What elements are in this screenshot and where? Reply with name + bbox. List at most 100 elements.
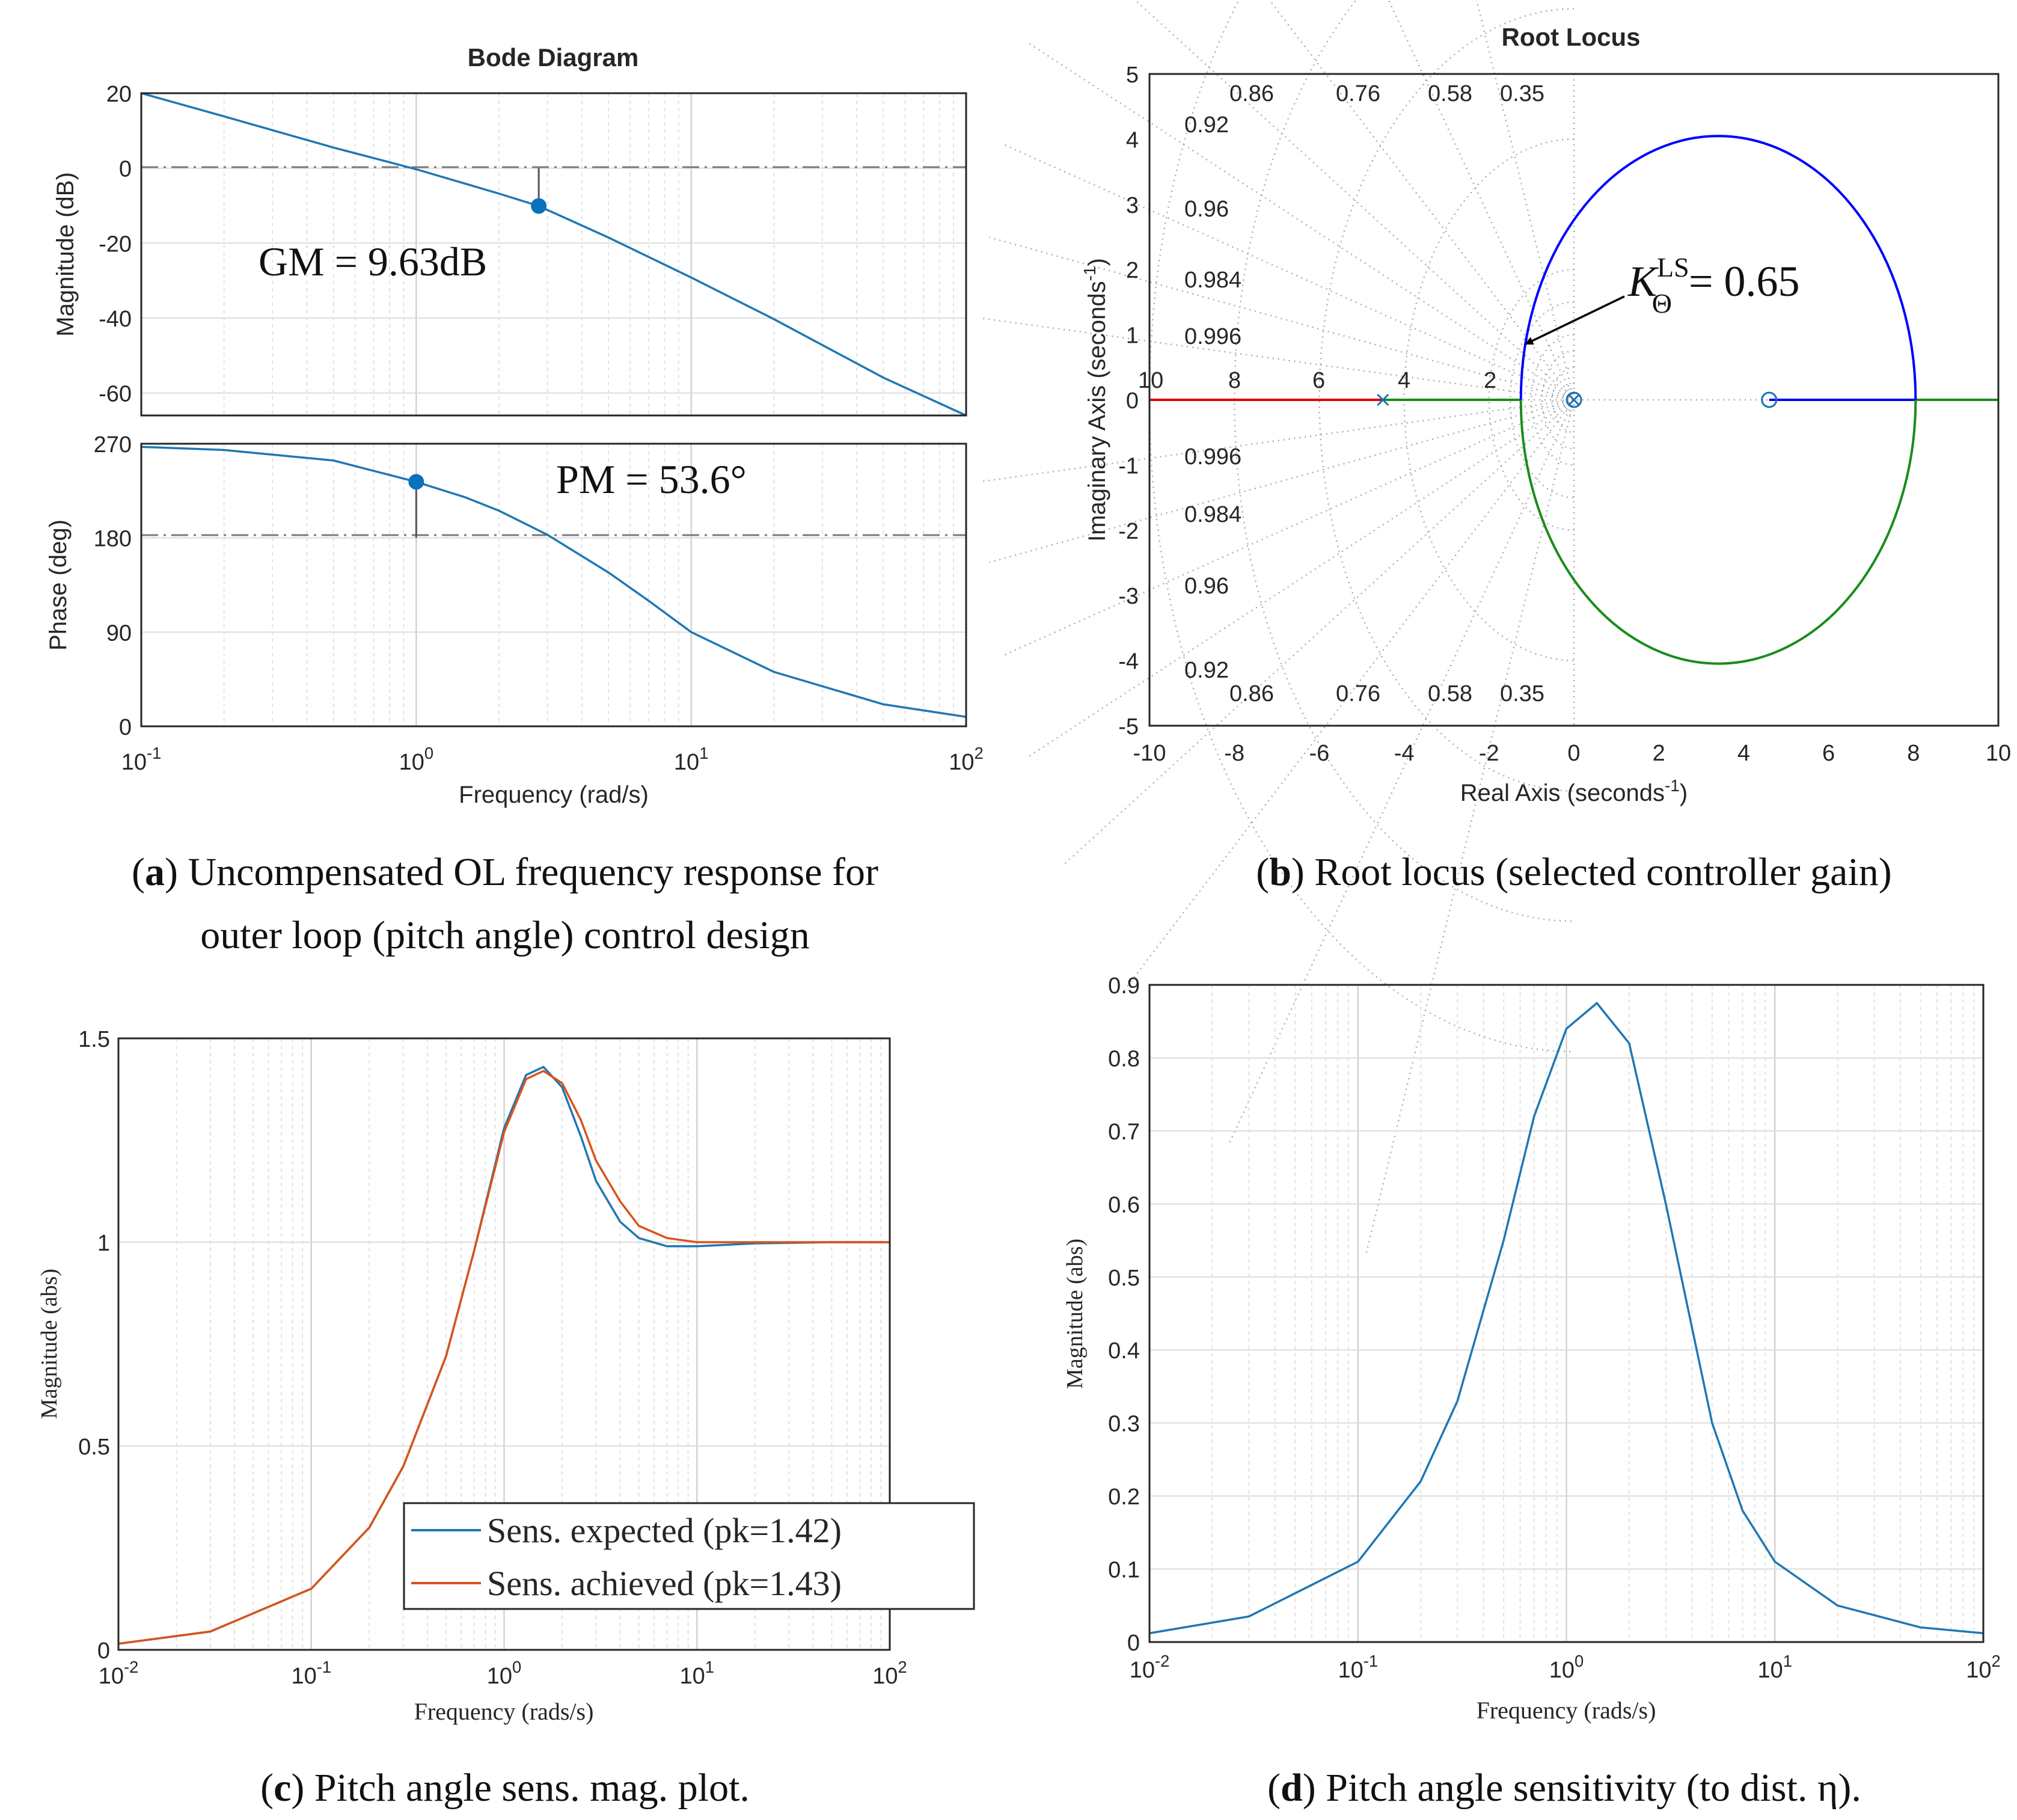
xtick-label: 101 bbox=[1758, 1652, 1793, 1683]
b-damping-label-bottom: 0.86 bbox=[1229, 681, 1274, 706]
b-damping-label: 0.96 bbox=[1184, 197, 1229, 222]
a-xtick-labels: 10-1 100 101 102 bbox=[121, 744, 984, 775]
b-ytick: 4 bbox=[1126, 127, 1139, 153]
b-xtick-labels: -10 -8 -6 -4 -2 0 2 4 6 8 10 bbox=[1133, 741, 2012, 766]
caption-a-letter: a bbox=[145, 850, 165, 894]
b-gain-arrow bbox=[1525, 295, 1625, 345]
panel-a-bode: Bode Diagram 20 0 -20 -40 -60 Magnitude (dB)… bbox=[45, 43, 984, 957]
caption-b: (b) Root locus (selected controller gain… bbox=[1256, 850, 1892, 894]
b-gain-annotation: KLS Θ = 0.65 bbox=[1627, 252, 1800, 319]
b-damping-label-bottom: 0.35 bbox=[1500, 681, 1544, 706]
xtick-label: 100 bbox=[487, 1658, 522, 1689]
b-ylabel: Imaginary Axis (seconds-1) bbox=[1080, 258, 1110, 542]
b-xtick: 10 bbox=[1986, 741, 2011, 766]
d-ytick: 0.7 bbox=[1108, 1120, 1140, 1145]
a-ph-grid bbox=[141, 443, 966, 727]
a-mag-ytick: -40 bbox=[99, 307, 132, 332]
b-ytick: 1 bbox=[1126, 323, 1139, 349]
xtick-label: 10-2 bbox=[99, 1658, 139, 1689]
b-xlabel-sup: -1 bbox=[1665, 776, 1680, 795]
a-ph-ytick: 90 bbox=[106, 620, 132, 646]
a-mag-ylabel: Magnitude (dB) bbox=[52, 172, 79, 336]
b-damping-label: 0.92 bbox=[1184, 112, 1229, 138]
caption-d-text: Pitch angle sensitivity (to dist. η). bbox=[1326, 1766, 1861, 1810]
xtick-label: 10-1 bbox=[121, 744, 162, 775]
b-damping-label: 0.984 bbox=[1184, 268, 1241, 293]
b-xlabel-text: Real Axis (seconds bbox=[1460, 780, 1665, 806]
c-ylabel: Magnitude (abs) bbox=[37, 1269, 62, 1419]
b-damping-label-bottom: 0.96 bbox=[1184, 574, 1229, 599]
b-ytick: 5 bbox=[1126, 63, 1139, 88]
d-ytick: 0.8 bbox=[1108, 1046, 1140, 1071]
xtick-label: 10-1 bbox=[291, 1658, 331, 1689]
a-ph-ytick-labels: 270 180 90 0 bbox=[94, 432, 132, 740]
b-frequency-label: 10 bbox=[1138, 368, 1163, 393]
d-ytick: 0.6 bbox=[1108, 1192, 1140, 1218]
panel-b-title: Root Locus bbox=[1502, 23, 1641, 51]
b-ylabel-end: ) bbox=[1084, 258, 1110, 266]
b-xtick: -10 bbox=[1133, 741, 1166, 766]
c-series bbox=[118, 1065, 890, 1645]
c-ytick: 1.5 bbox=[78, 1027, 110, 1052]
c-ytick: 0.5 bbox=[78, 1435, 110, 1460]
a-pm-annotation: PM = 53.6° bbox=[556, 456, 747, 502]
b-damping-ray bbox=[1475, 0, 1575, 400]
c-ytick: 1 bbox=[97, 1231, 110, 1256]
xtick-label: 100 bbox=[1549, 1652, 1584, 1683]
a-mag-ytick: 0 bbox=[119, 157, 132, 182]
c-legend-label-achieved: Sens. achieved (pk=1.43) bbox=[487, 1564, 842, 1603]
caption-c-letter: c bbox=[274, 1766, 291, 1810]
b-k-value: = 0.65 bbox=[1678, 257, 1800, 305]
caption-c-text: Pitch angle sens. mag. plot. bbox=[314, 1766, 750, 1810]
b-damping-label: 0.86 bbox=[1229, 81, 1274, 106]
b-damping-label: 0.58 bbox=[1428, 81, 1472, 106]
b-pole-zero-markers bbox=[1377, 391, 1778, 408]
panel-d-sensitivity: 0 0.1 0.2 0.3 0.4 0.5 0.6 0.7 0.8 0.9 10-2 10-1 100… bbox=[1062, 973, 2001, 1810]
b-ytick: 2 bbox=[1126, 258, 1139, 283]
caption-b-text: Root locus (selected controller gain) bbox=[1314, 850, 1891, 894]
xtick-label: 101 bbox=[674, 744, 709, 775]
a-ph-ytick: 270 bbox=[94, 432, 132, 458]
b-xtick: 4 bbox=[1737, 741, 1750, 766]
caption-c: (c) Pitch angle sens. mag. plot. bbox=[260, 1766, 750, 1810]
a-phase-curve bbox=[141, 446, 967, 719]
b-wn-arc-small bbox=[1562, 382, 1575, 417]
xtick-label: 102 bbox=[1966, 1652, 2001, 1683]
b-zero-marker bbox=[1566, 391, 1582, 408]
b-ytick: -2 bbox=[1118, 519, 1139, 544]
b-pole-marker bbox=[1377, 393, 1389, 406]
b-damping-ray bbox=[1228, 399, 1575, 1144]
d-ytick: 0.3 bbox=[1108, 1412, 1140, 1437]
b-xtick: 6 bbox=[1822, 741, 1835, 766]
b-locus-branches bbox=[1149, 135, 1998, 665]
b-damping-label-bottom: 0.984 bbox=[1184, 502, 1241, 527]
b-damping-ray bbox=[1026, 399, 1575, 758]
b-damping-ray bbox=[982, 317, 1575, 401]
caption-a-line2: outer loop (pitch angle) control design bbox=[200, 913, 810, 957]
c-legend-label-expected: Sens. expected (pk=1.42) bbox=[487, 1511, 842, 1550]
c-ytick-labels: 0 0.5 1 1.5 bbox=[78, 1027, 110, 1664]
b-xtick: 2 bbox=[1653, 741, 1665, 766]
d-frame bbox=[1148, 984, 1985, 1643]
d-ytick: 0.4 bbox=[1108, 1338, 1140, 1364]
b-damping-ray bbox=[1026, 41, 1575, 401]
b-damping-label-bottom: 0.58 bbox=[1428, 681, 1472, 706]
b-ylabel-text: Imaginary Axis (seconds bbox=[1084, 281, 1110, 542]
caption-b-letter: b bbox=[1269, 850, 1291, 894]
b-damping-ray bbox=[989, 236, 1575, 401]
a-gm-marker bbox=[531, 198, 547, 214]
a-mag-frame bbox=[140, 92, 967, 417]
b-xtick: 0 bbox=[1567, 741, 1580, 766]
d-sensitivity-curve bbox=[1149, 1001, 1984, 1635]
caption-d: (d) Pitch angle sensitivity (to dist. η)… bbox=[1267, 1766, 1861, 1810]
b-ytick: -4 bbox=[1118, 649, 1139, 675]
c-xlabel: Frequency (rads/s) bbox=[414, 1698, 594, 1725]
b-zero-marker bbox=[1761, 391, 1778, 408]
c-legend: Sens. expected (pk=1.42) Sens. achieved … bbox=[403, 1502, 975, 1610]
b-frequency-label: 6 bbox=[1312, 368, 1325, 393]
a-xlabel: Frequency (rad/s) bbox=[459, 782, 649, 808]
b-xtick: -4 bbox=[1394, 741, 1415, 766]
d-xlabel: Frequency (rads/s) bbox=[1477, 1697, 1656, 1724]
b-xtick: -8 bbox=[1224, 741, 1244, 766]
